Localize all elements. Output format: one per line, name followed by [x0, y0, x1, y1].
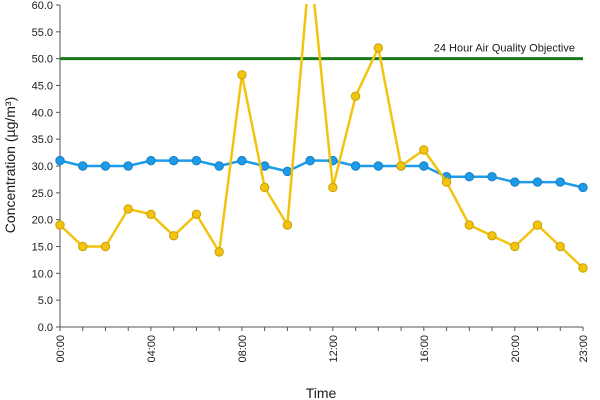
- series-2-point: [237, 70, 247, 80]
- y-tick-label: 15.0: [32, 242, 53, 254]
- series-1-point: [464, 172, 475, 182]
- series-1-point: [578, 182, 588, 193]
- x-tick-label: 20:00: [510, 335, 522, 363]
- series-2-point: [191, 209, 202, 220]
- series-2-point: [350, 91, 361, 101]
- y-tick-label: 55.0: [32, 27, 53, 39]
- series-2-point: [532, 220, 543, 230]
- series-2-point: [259, 182, 270, 193]
- x-tick-label: 12:00: [328, 335, 340, 363]
- series-2-point: [168, 231, 179, 241]
- series-2-point: [510, 241, 520, 252]
- y-axis-title: Concentration (µg/m³): [2, 97, 18, 233]
- plot-area: 0.0 5.0 10.0 15.0 20.0 25.0 30.0 35.0 40.0 45.0 50…: [32, 0, 590, 363]
- y-tick-label: 60.0: [32, 0, 53, 12]
- series-2-point: [578, 263, 588, 273]
- series-1-point: [214, 161, 224, 171]
- y-tick-label: 35.0: [32, 134, 53, 146]
- x-tick-label: 08:00: [237, 335, 249, 363]
- series-2-point: [214, 247, 224, 257]
- y-tick-label: 0.0: [38, 322, 53, 334]
- series-2-point: [396, 161, 406, 171]
- y-tick-label: 40.0: [32, 107, 53, 119]
- y-tick-label: 5.0: [38, 295, 53, 307]
- series-2-point: [464, 220, 475, 230]
- series-1-point: [237, 155, 247, 166]
- x-tick-label: 04:00: [146, 335, 158, 363]
- series-2-line: [60, 4, 584, 269]
- series-1-point: [350, 161, 361, 171]
- y-tick-label: 20.0: [32, 215, 53, 227]
- reference-line-label: 24 Hour Air Quality Objective: [434, 43, 575, 55]
- series-2-point: [328, 182, 338, 193]
- series-2-point: [146, 209, 156, 220]
- y-tick-label: 25.0: [32, 188, 53, 200]
- series-2-point: [100, 241, 111, 252]
- series-1-point: [146, 155, 156, 166]
- series-1-point: [532, 177, 543, 187]
- series-2-point: [555, 241, 565, 252]
- series-2-point: [419, 145, 429, 155]
- x-tick-label: 16:00: [419, 335, 431, 363]
- series-2-point: [441, 177, 452, 187]
- series-2-point: [487, 231, 497, 241]
- series-2-point: [55, 220, 65, 230]
- series-2-point: [373, 43, 384, 53]
- series-1-point: [55, 155, 65, 166]
- series-1-point: [419, 161, 429, 171]
- series-2-point: [123, 204, 133, 214]
- y-tick-label: 30.0: [32, 161, 53, 173]
- series-1-point: [305, 155, 315, 166]
- series-1-point: [373, 161, 384, 171]
- x-axis-title: Time: [306, 385, 337, 400]
- series-1-point: [510, 177, 520, 187]
- series-1-point: [191, 155, 202, 166]
- series-2-point: [282, 220, 293, 230]
- x-tick-label: 00:00: [55, 335, 67, 363]
- x-tick-label: 23:00: [578, 335, 590, 363]
- series-1-point: [168, 155, 179, 166]
- series-1-point: [123, 161, 133, 171]
- y-tick-label: 50.0: [32, 54, 53, 66]
- y-tick-label: 45.0: [32, 81, 53, 93]
- series-1-point: [78, 161, 88, 171]
- y-tick-label: 10.0: [32, 268, 53, 280]
- series-1-point: [282, 166, 293, 177]
- series-1-line: [60, 159, 584, 189]
- series-1-point: [100, 161, 111, 171]
- series-1-point: [487, 172, 497, 182]
- series-1-point: [555, 177, 565, 187]
- series-2-point: [78, 241, 88, 252]
